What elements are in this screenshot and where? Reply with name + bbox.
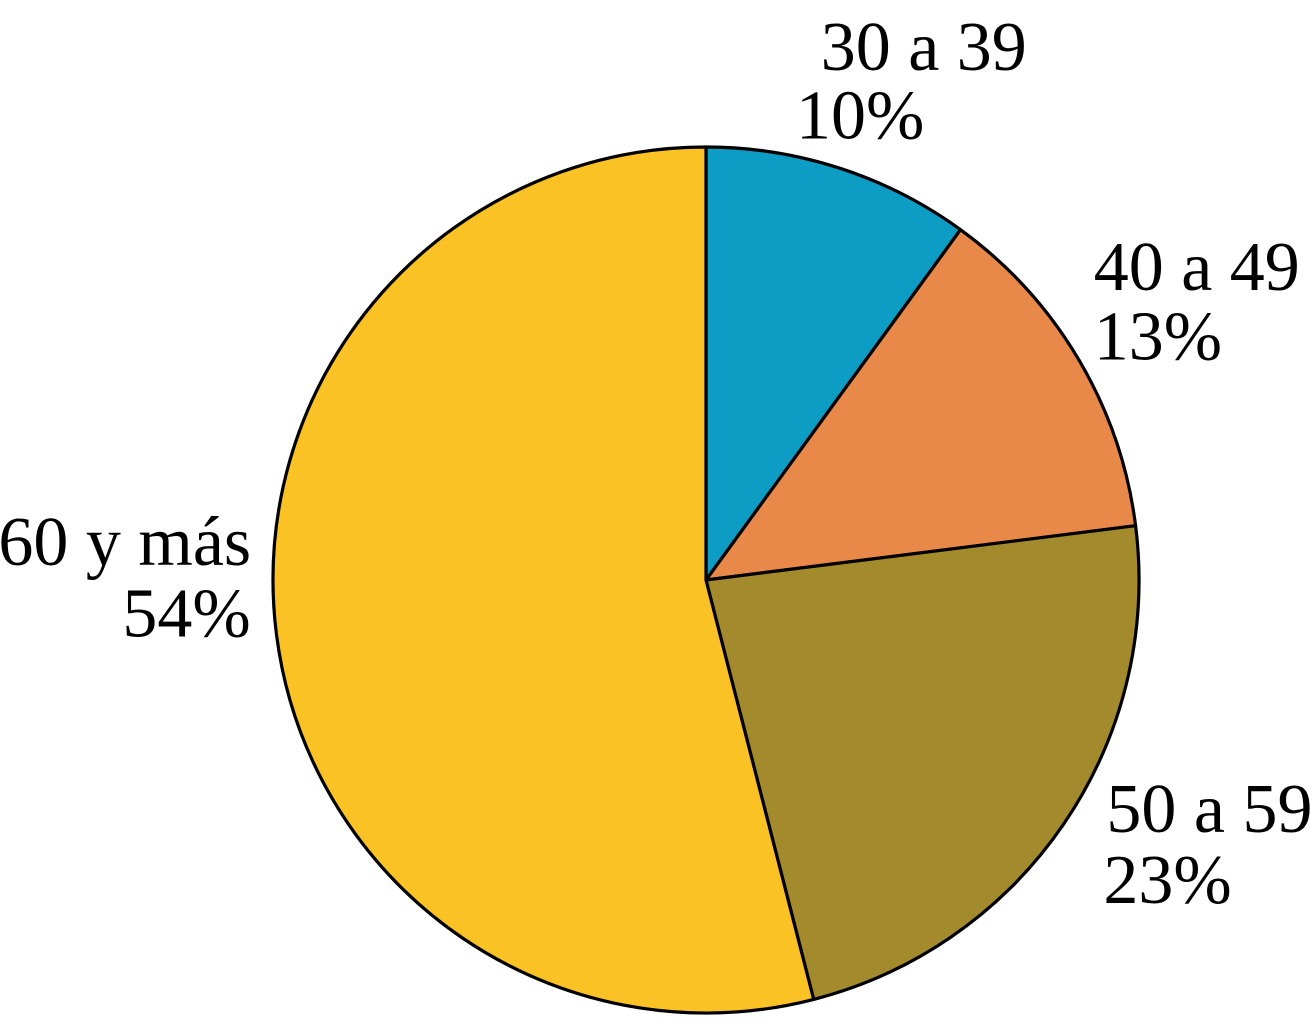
svg-text:60 y más: 60 y más [0, 504, 251, 581]
svg-text:40 a 49: 40 a 49 [1094, 229, 1300, 306]
svg-text:30 a 39: 30 a 39 [821, 9, 1027, 86]
svg-text:54%: 54% [122, 576, 250, 653]
svg-text:23%: 23% [1103, 842, 1231, 919]
svg-text:10%: 10% [796, 77, 924, 154]
svg-text:13%: 13% [1094, 299, 1222, 376]
svg-text:50 a 59: 50 a 59 [1106, 771, 1312, 848]
